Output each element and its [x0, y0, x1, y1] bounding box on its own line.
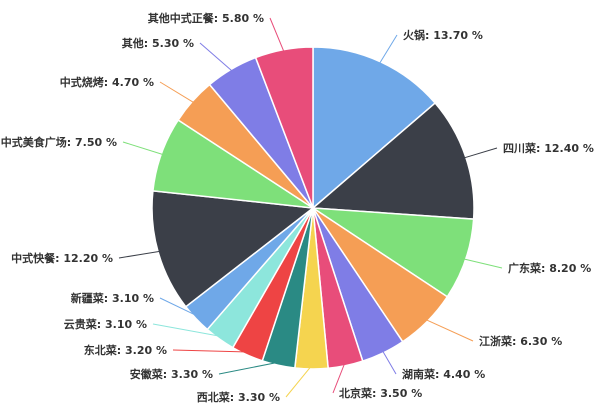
slice-label-16: 其他中式正餐: 5.80 % — [148, 11, 264, 25]
slice-label-1: 火锅: 13.70 % — [403, 28, 483, 42]
slice-labels: 火锅: 13.70 % 四川菜: 12.40 % 广东菜: 8.20 % 江浙菜: 6… — [1, 11, 594, 404]
slice-label-7: 西北菜: 3.30 % — [197, 390, 280, 404]
slice-label-4: 江浙菜: 6.30 % — [479, 334, 562, 348]
slice-label-13: 中式美食广场: 7.50 % — [1, 135, 117, 149]
slice-label-8: 安徽菜: 3.30 % — [130, 367, 213, 381]
leader-line-7 — [285, 365, 312, 398]
leader-line-3 — [462, 258, 503, 269]
leader-line-9 — [172, 349, 249, 353]
leader-line-6 — [332, 362, 346, 394]
leader-line-11 — [159, 297, 199, 317]
slice-label-10: 云贵菜: 3.10 % — [64, 317, 147, 331]
pie-slice-16 — [254, 46, 314, 209]
leader-line-1 — [378, 34, 398, 65]
pie-slices — [151, 46, 475, 370]
slice-label-11: 新疆菜: 3.10 % — [71, 291, 154, 305]
leader-line-10 — [152, 323, 222, 337]
slice-label-9: 东北菜: 3.20 % — [84, 343, 167, 357]
leader-line-14 — [159, 81, 196, 104]
slice-label-5: 湖南菜: 4.40 % — [402, 367, 485, 381]
leader-line-2 — [462, 147, 498, 159]
slice-label-2: 四川菜: 12.40 % — [503, 141, 594, 155]
leader-lines — [118, 17, 503, 398]
slice-label-12: 中式快餐: 12.20 % — [11, 251, 113, 265]
leader-line-5 — [381, 349, 397, 375]
leader-line-4 — [424, 318, 474, 342]
slice-label-3: 广东菜: 8.20 % — [508, 261, 591, 275]
slice-label-14: 中式烧烤: 4.70 % — [60, 75, 154, 89]
slice-label-15: 其他: 5.30 % — [122, 36, 194, 50]
leader-line-16 — [269, 17, 285, 53]
slice-label-6: 北京菜: 3.50 % — [339, 386, 422, 400]
leader-line-12 — [118, 250, 162, 259]
leader-line-13 — [122, 141, 165, 156]
leader-line-15 — [199, 42, 234, 73]
leader-line-8 — [218, 361, 280, 375]
